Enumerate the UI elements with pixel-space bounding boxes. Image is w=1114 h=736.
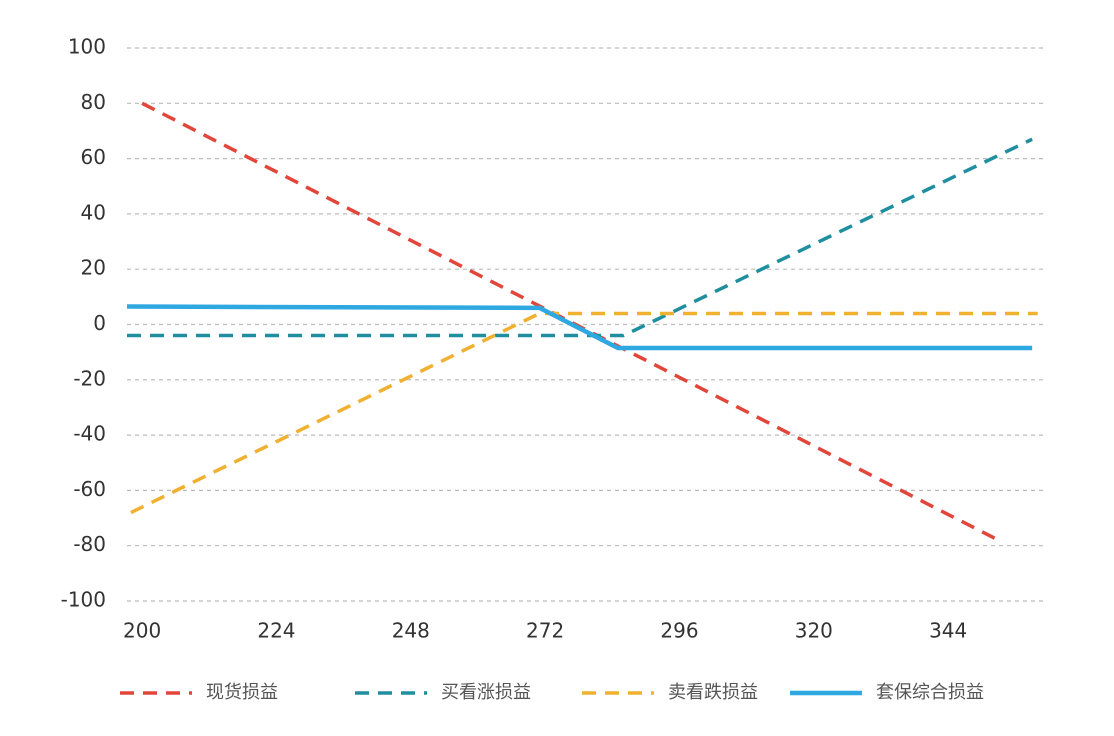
legend-label: 现货损益 — [206, 682, 278, 703]
legend-label: 套保综合损益 — [876, 682, 984, 703]
series-line — [130, 311, 1038, 515]
y-tick-label: -60 — [73, 477, 106, 501]
x-tick-label: 248 — [392, 619, 430, 643]
series-line — [127, 137, 1033, 338]
y-tick-label: 0 — [93, 311, 106, 335]
y-tick-label: -80 — [73, 532, 106, 556]
x-tick-label: 344 — [929, 619, 967, 643]
x-tick-label: 296 — [660, 619, 698, 643]
y-tick-label: 40 — [81, 200, 106, 224]
y-tick-label: 60 — [81, 145, 106, 169]
y-tick-label: -20 — [73, 366, 106, 390]
series-line — [126, 304, 1033, 351]
x-tick-label: 320 — [795, 619, 833, 643]
x-tick-label: 200 — [123, 619, 161, 643]
x-tick-label: 224 — [257, 619, 295, 643]
x-tick-label: 272 — [526, 619, 564, 643]
legend-label: 买看涨损益 — [441, 682, 531, 703]
y-tick-label: 20 — [81, 256, 106, 280]
legend-label: 卖看跌损益 — [668, 682, 758, 703]
y-tick-label: -100 — [61, 588, 106, 612]
y-tick-label: 80 — [81, 90, 106, 114]
y-tick-label: 100 — [68, 35, 106, 59]
y-tick-label: -40 — [73, 422, 106, 446]
